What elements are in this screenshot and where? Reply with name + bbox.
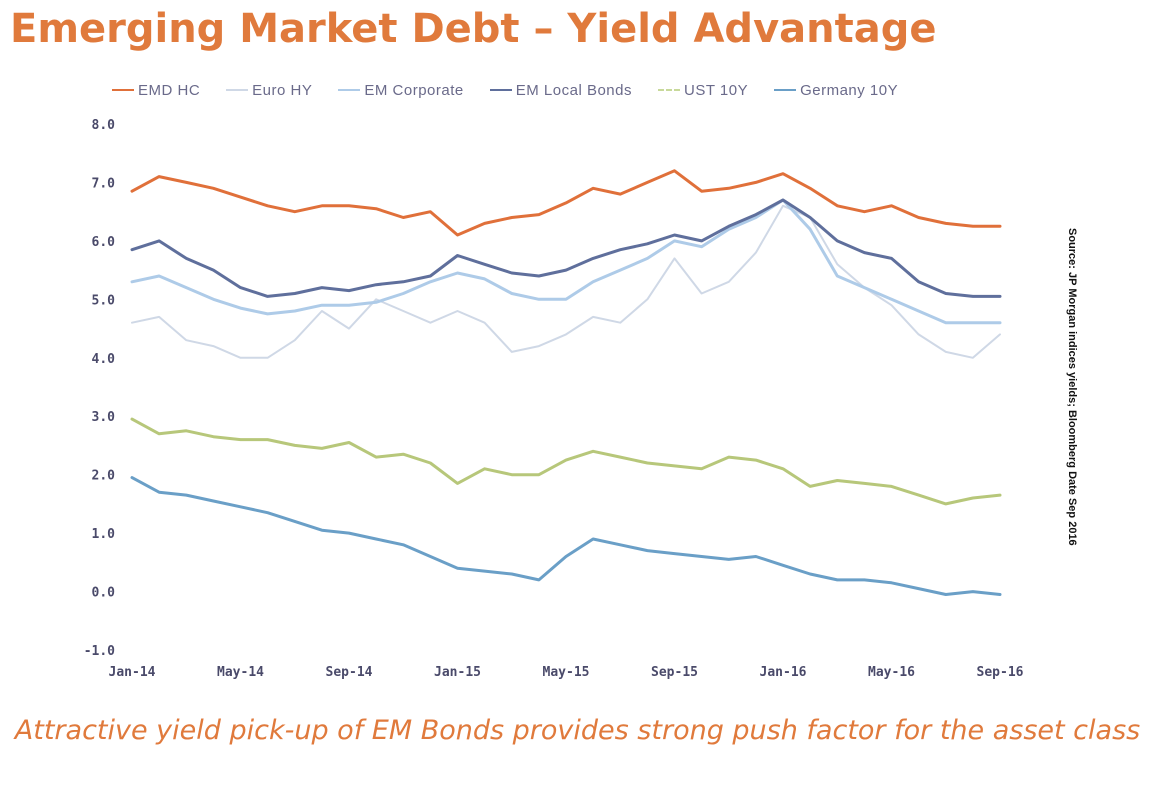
legend-swatch (338, 89, 361, 91)
legend-label: Euro HY (252, 81, 313, 99)
series-line-emd-hc (130, 169, 1002, 237)
legend-label: EM Local Bonds (515, 81, 632, 99)
legend-item: Euro HY (226, 82, 312, 99)
y-tick-label: -1.0 (84, 644, 115, 659)
series-line-em-corporate (130, 198, 1002, 325)
x-tick-label: Sep-15 (651, 665, 698, 680)
legend-label: UST 10Y (683, 81, 749, 99)
source-note: Source: JP Morgan indices yields; Bloomb… (1066, 228, 1078, 546)
legend-item: EM Local Bonds (489, 81, 632, 99)
legend-item: EMD HC (112, 82, 200, 99)
x-tick-label: Jan-14 (109, 665, 156, 680)
y-tick-label: 2.0 (92, 469, 116, 484)
page-title: Emerging Market Debt – Yield Advantage (10, 6, 937, 52)
legend-item: Germany 10Y (774, 82, 898, 99)
legend-swatch (774, 89, 797, 91)
x-tick-label: May-14 (217, 665, 264, 680)
legend-label: EM Corporate (364, 81, 464, 99)
y-tick-label: 1.0 (92, 527, 116, 542)
series-line-germany-10y (130, 476, 1002, 596)
chart-legend: EMD HC Euro HY EM Corporate EM Local Bonds U… (112, 80, 924, 100)
legend-swatch (489, 89, 512, 91)
y-tick-label: 3.0 (92, 410, 116, 425)
series-line-em-local-bonds (130, 198, 1002, 298)
legend-item: UST 10Y (657, 81, 749, 99)
caption: Attractive yield pick-up of EM Bonds pro… (14, 715, 1141, 746)
y-tick-label: 6.0 (92, 235, 116, 250)
x-tick-label: Sep-14 (326, 665, 373, 680)
legend-swatch (112, 89, 134, 91)
y-tick-label: 5.0 (92, 293, 116, 308)
series-line-euro-hy (131, 204, 1001, 359)
line-chart: -1.0 0.0 1.0 2.0 3.0 4.0 5.0 6.0 7.0 8.0 Jan-14 May… (84, 118, 1024, 680)
x-tick-label: Sep-16 (977, 665, 1024, 680)
legend-label: EMD HC (138, 81, 201, 99)
y-tick-label: 7.0 (92, 176, 116, 191)
legend-swatch (657, 89, 680, 91)
y-tick-label: 8.0 (92, 118, 116, 133)
x-tick-label: Jan-16 (760, 665, 807, 680)
x-tick-label: May-16 (868, 665, 915, 680)
series-line-ust-10y (130, 417, 1002, 506)
y-tick-label: 4.0 (92, 352, 116, 367)
x-tick-label: Jan-15 (434, 665, 481, 680)
x-tick-label: May-15 (543, 665, 590, 680)
legend-item: EM Corporate (338, 82, 463, 99)
y-tick-label: 0.0 (92, 586, 116, 601)
legend-label: Germany 10Y (800, 81, 899, 99)
legend-swatch (226, 89, 249, 91)
